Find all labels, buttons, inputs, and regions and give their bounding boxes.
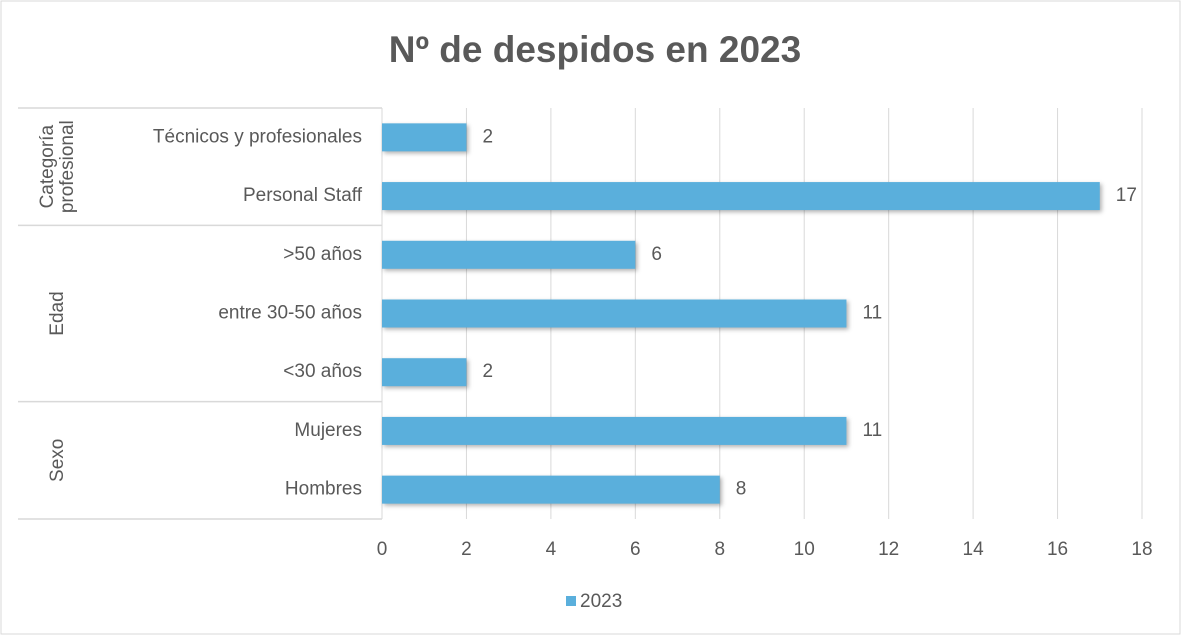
x-tick-label: 2: [461, 539, 472, 560]
data-label: 11: [862, 420, 882, 441]
legend-label: 2023: [580, 591, 622, 612]
bar: [382, 123, 467, 152]
x-tick-label: 16: [1047, 539, 1068, 560]
data-label: 6: [651, 244, 662, 265]
data-label: 2: [482, 126, 493, 147]
y-tick-label: <30 años: [283, 361, 362, 382]
x-tick-label: 18: [1131, 539, 1152, 560]
x-tick-label: 6: [630, 539, 641, 560]
data-label: 8: [736, 479, 747, 500]
data-label: 2: [482, 361, 493, 382]
y-tick-label: Hombres: [285, 479, 362, 500]
data-label: 11: [862, 303, 882, 324]
bar: [382, 299, 847, 328]
chart-title: Nº de despidos en 2023: [389, 29, 801, 70]
bar: [382, 240, 636, 269]
y-tick-label: >50 años: [283, 244, 362, 265]
bar: [382, 358, 467, 387]
y-tick-label: Personal Staff: [243, 185, 363, 206]
y-tick-label: Mujeres: [294, 420, 362, 441]
group-label: Categoríaprofesional: [37, 120, 78, 213]
x-tick-label: 4: [546, 539, 557, 560]
y-tick-label: entre 30-50 años: [218, 303, 362, 324]
x-tick-label: 10: [794, 539, 815, 560]
bar: [382, 416, 847, 445]
group-label: Edad: [47, 291, 68, 335]
x-tick-label: 0: [377, 539, 388, 560]
x-tick-label: 14: [963, 539, 985, 560]
legend-swatch: [566, 596, 576, 606]
group-label: Sexo: [47, 439, 68, 482]
y-tick-label: Técnicos y profesionales: [153, 126, 362, 147]
data-label: 17: [1116, 185, 1137, 206]
x-tick-label: 12: [878, 539, 899, 560]
bar: [382, 475, 720, 504]
bar: [382, 182, 1100, 211]
x-tick-label: 8: [714, 539, 725, 560]
